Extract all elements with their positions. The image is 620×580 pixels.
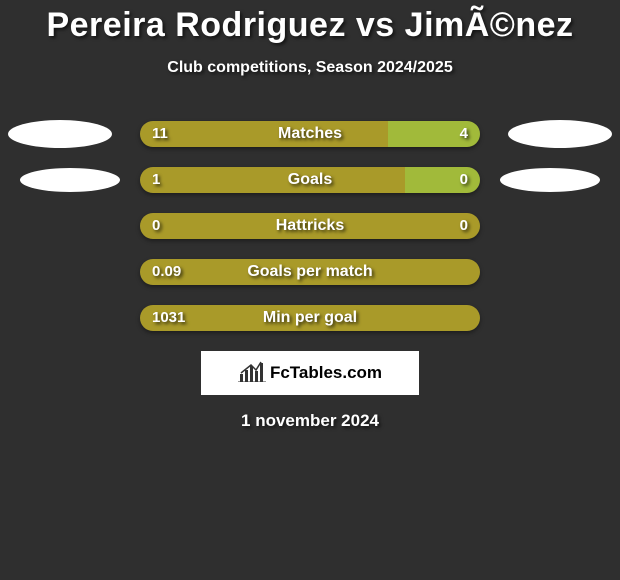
player1-ellipse bbox=[8, 120, 112, 148]
stat-rows: 114Matches10Goals00Hattricks0.09Goals pe… bbox=[0, 121, 620, 331]
logo-text: FcTables.com bbox=[270, 363, 382, 383]
player2-ellipse bbox=[508, 120, 612, 148]
stat-bar: 00Hattricks bbox=[140, 213, 480, 239]
stat-value-player2: 4 bbox=[448, 121, 480, 147]
stat-row: 00Hattricks bbox=[0, 213, 620, 239]
stat-bar: 0.09Goals per match bbox=[140, 259, 480, 285]
fctables-logo: FcTables.com bbox=[201, 351, 419, 395]
stat-row: 114Matches bbox=[0, 121, 620, 147]
page-title: Pereira Rodriguez vs JimÃ©nez bbox=[0, 0, 620, 45]
stat-value-player1: 1031 bbox=[140, 305, 197, 331]
bar-segment-player1 bbox=[140, 213, 480, 239]
stat-value-player2: 0 bbox=[448, 167, 480, 193]
stat-bar: 10Goals bbox=[140, 167, 480, 193]
stat-value-player1: 0.09 bbox=[140, 259, 193, 285]
date-label: 1 november 2024 bbox=[0, 411, 620, 431]
comparison-infographic: Pereira Rodriguez vs JimÃ©nez Club compe… bbox=[0, 0, 620, 580]
player2-ellipse bbox=[500, 168, 600, 192]
stat-bar: 1031Min per goal bbox=[140, 305, 480, 331]
stat-row: 10Goals bbox=[0, 167, 620, 193]
stat-row: 1031Min per goal bbox=[0, 305, 620, 331]
player1-ellipse bbox=[20, 168, 120, 192]
bar-segment-player1 bbox=[140, 167, 405, 193]
stat-value-player1: 0 bbox=[140, 213, 172, 239]
stat-value-player2: 0 bbox=[448, 213, 480, 239]
stat-bar: 114Matches bbox=[140, 121, 480, 147]
stat-value-player1: 11 bbox=[140, 121, 180, 147]
subtitle: Club competitions, Season 2024/2025 bbox=[0, 59, 620, 77]
stat-row: 0.09Goals per match bbox=[0, 259, 620, 285]
stat-value-player1: 1 bbox=[140, 167, 172, 193]
bar-chart-icon bbox=[238, 360, 266, 387]
